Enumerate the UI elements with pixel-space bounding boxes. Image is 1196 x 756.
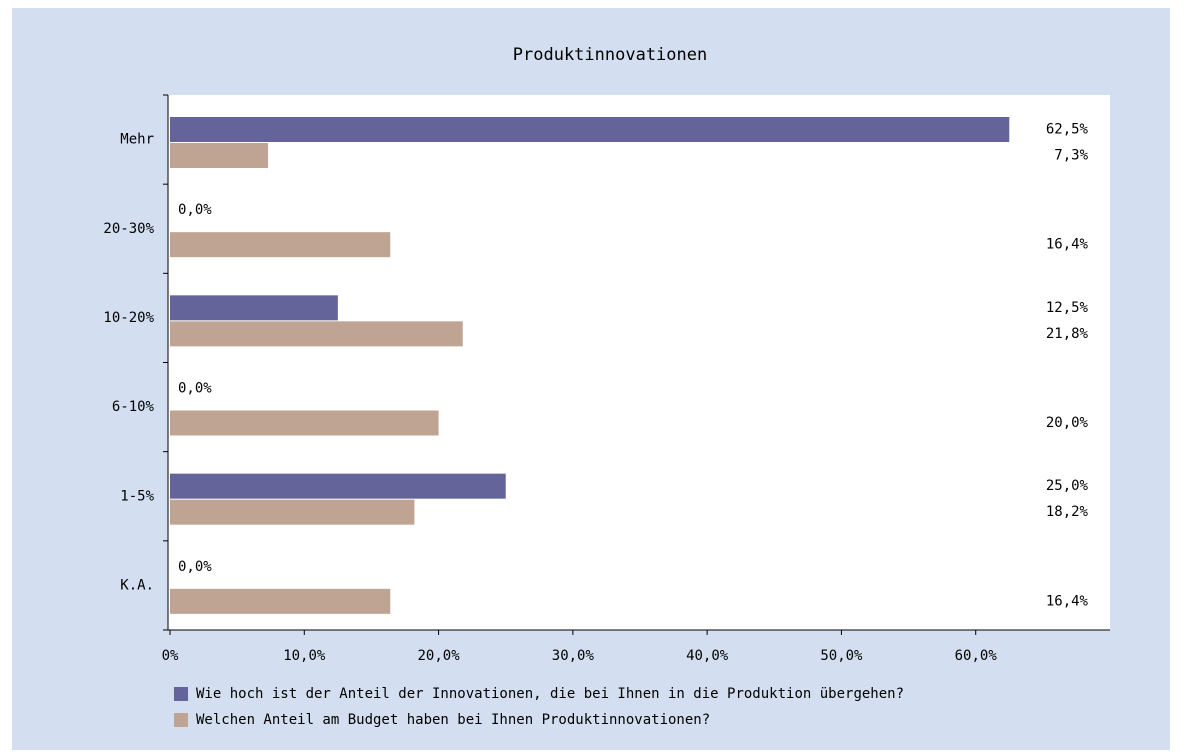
x-tick-label: 40,0% bbox=[686, 648, 729, 664]
x-tick-label: 0% bbox=[162, 648, 179, 664]
bar bbox=[170, 321, 463, 347]
value-label: 20,0% bbox=[1046, 415, 1089, 431]
bar bbox=[170, 473, 506, 499]
y-tick-label: 1-5% bbox=[120, 488, 154, 504]
x-tick-label: 20,0% bbox=[417, 648, 460, 664]
bar bbox=[170, 588, 391, 614]
bar bbox=[170, 499, 415, 525]
y-tick-label: 10-20% bbox=[103, 310, 154, 326]
x-tick-label: 50,0% bbox=[820, 648, 863, 664]
y-tick-label: 6-10% bbox=[112, 399, 155, 415]
value-label: 25,0% bbox=[1046, 478, 1089, 494]
value-label: 7,3% bbox=[1054, 148, 1088, 164]
chart-title: Produktinnovationen bbox=[513, 45, 707, 65]
legend-label: Wie hoch ist der Anteil der Innovationen… bbox=[196, 686, 904, 702]
value-label: 18,2% bbox=[1046, 504, 1089, 520]
value-label: 16,4% bbox=[1046, 237, 1089, 253]
y-tick-label: 20-30% bbox=[103, 221, 154, 237]
x-tick-label: 10,0% bbox=[283, 648, 326, 664]
value-label: 0,0% bbox=[178, 202, 212, 218]
legend-swatch bbox=[174, 713, 188, 727]
x-tick-label: 60,0% bbox=[955, 648, 998, 664]
plot-area bbox=[168, 95, 1110, 630]
bar bbox=[170, 410, 439, 436]
y-tick-label: Mehr bbox=[120, 132, 154, 148]
x-tick-label: 30,0% bbox=[552, 648, 595, 664]
value-label: 0,0% bbox=[178, 559, 212, 575]
value-label: 0,0% bbox=[178, 381, 212, 397]
bar bbox=[170, 117, 1010, 142]
value-label: 21,8% bbox=[1046, 326, 1089, 342]
legend-label: Welchen Anteil am Budget haben bei Ihnen… bbox=[196, 712, 710, 728]
value-label: 62,5% bbox=[1046, 122, 1089, 138]
bar bbox=[170, 295, 338, 321]
value-label: 16,4% bbox=[1046, 593, 1089, 609]
bar bbox=[170, 143, 269, 168]
y-tick-label: K.A. bbox=[120, 577, 154, 593]
legend-swatch bbox=[174, 687, 188, 701]
bar bbox=[170, 232, 391, 258]
value-label: 12,5% bbox=[1046, 300, 1089, 316]
